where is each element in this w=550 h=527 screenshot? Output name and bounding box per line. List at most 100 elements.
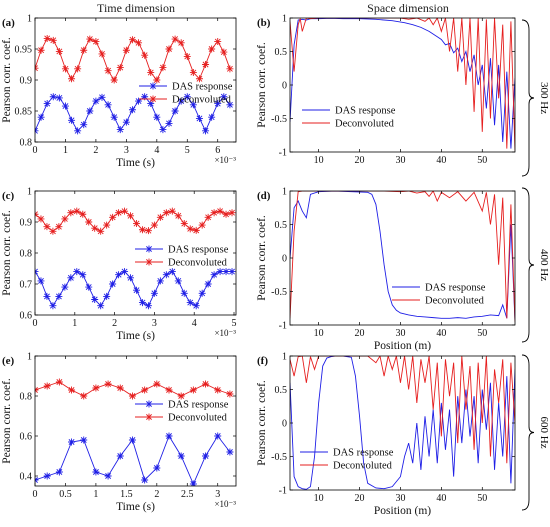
chart-e-series-1-point <box>165 386 173 394</box>
chart-e-series-0-point <box>165 432 173 440</box>
chart-e-series-1-point <box>92 384 100 392</box>
chart-e-legend-marker-0 <box>145 400 153 408</box>
chart-a-ytick-label: 0.9 <box>20 76 33 87</box>
chart-e-series-0-point <box>68 438 76 446</box>
chart-c-series-1-point <box>61 215 69 223</box>
chart-f-ytick-label: -0.5 <box>271 452 287 463</box>
chart-d-legend-label-0: DAS response <box>425 283 486 294</box>
chart-a-series-0-point <box>110 113 118 121</box>
chart-a-series-1-point <box>141 51 149 59</box>
chart-d-ytick-label: -0.5 <box>271 287 287 298</box>
chart-c-series-1-point <box>97 227 105 235</box>
chart-d-plot-area <box>290 191 515 322</box>
chart-e-series-0-point <box>141 476 149 484</box>
frequency-bracket-1 <box>521 187 535 343</box>
chart-e-series-1-point <box>104 380 112 388</box>
chart-c-series-0-point <box>222 268 230 276</box>
chart-a-legend-marker-1 <box>149 95 157 103</box>
chart-c-series-0-line <box>35 271 233 307</box>
chart-e-series-1-point <box>116 384 124 392</box>
chart-a-series-0-point <box>43 100 51 108</box>
frequency-label-0: 300 Hz <box>538 82 550 114</box>
chart-c-series-0-point <box>91 296 99 303</box>
chart-e-series-1-point <box>189 386 197 394</box>
chart-a-xlabel: Time (s) <box>116 157 155 169</box>
chart-a-series-1-point <box>135 39 143 47</box>
chart-f-legend-label-1: Deconvoluted <box>333 461 393 472</box>
chart-c-series-1-point <box>156 213 164 221</box>
chart-c-series-0-point <box>210 271 218 279</box>
chart-c-series-1-point <box>144 227 152 235</box>
chart-b-xtick-label: 30 <box>395 155 405 166</box>
chart-c-series-1-point <box>204 213 212 221</box>
chart-d-ytick-label: 1 <box>282 187 287 198</box>
chart-d-xtick-label: 30 <box>395 328 405 339</box>
chart-a-xtick-label: 0 <box>33 145 38 156</box>
chart-a-series-1-point <box>74 65 82 73</box>
chart-c-series-1-line <box>35 210 233 232</box>
chart-c-series-0-point <box>43 292 51 300</box>
chart-f-ytick-label: -1 <box>279 486 287 497</box>
chart-e-series-0-point <box>189 480 197 486</box>
chart-c-series-0-point <box>49 302 57 310</box>
chart-c-series-1-point <box>138 226 146 234</box>
chart-c-series-0-point <box>198 289 206 297</box>
chart-c-series-0-point <box>132 286 140 294</box>
chart-a-series-0-point <box>98 93 106 101</box>
chart-a-series-1-point <box>98 50 106 58</box>
chart-c-series-1-point <box>222 210 230 218</box>
chart-e-series-1-point <box>141 386 149 394</box>
chart-c-ytick-label: 0.7 <box>20 280 33 291</box>
chart-a-series-0-point <box>202 127 210 135</box>
chart-c-series-0-point <box>85 283 93 291</box>
chart-a-series-1-point <box>171 35 179 43</box>
chart-c-series-0-point <box>156 277 164 285</box>
chart-a-legend-label-0: DAS response <box>172 82 233 93</box>
chart-d-legend: DAS response Deconvoluted <box>392 283 486 307</box>
chart-e-x-exponent: ×10⁻³ <box>214 499 236 509</box>
panel-b: 10 20 30 40 50 -1 -0.5 0 0.5 1 Pearson corr. coef.… <box>256 14 516 166</box>
chart-a-plot-area <box>35 34 234 135</box>
chart-d-xtick-label: 40 <box>436 328 446 339</box>
chart-a-series-1-point <box>226 65 234 73</box>
chart-b-series-1-line <box>290 18 515 151</box>
chart-f-xtick-label: 40 <box>436 493 446 504</box>
chart-a-series-1-point <box>208 45 216 53</box>
panel-a: 0 1 2 3 4 5 6 0.8 0.85 0.9 0.95 1 ×10⁻³ Time (s) Pears… <box>1 14 237 169</box>
chart-c-series-1-point <box>115 209 123 217</box>
chart-b-xtick-label: 50 <box>477 155 487 166</box>
chart-a-series-0-point <box>171 107 179 115</box>
chart-a-series-1-point <box>86 35 94 43</box>
chart-c-series-1-point <box>198 221 206 229</box>
chart-e-plot-area <box>35 378 234 486</box>
chart-c-series-1-point <box>216 207 224 215</box>
chart-a-xtick-label: 6 <box>215 145 220 156</box>
chart-a-ylabel: Pearson corr. coef. <box>1 37 13 123</box>
chart-a-series-1-point <box>55 47 63 55</box>
chart-c-series-1-point <box>132 220 140 228</box>
chart-e-ytick-label: 1 <box>27 352 32 363</box>
chart-b-xtick-label: 10 <box>314 155 324 166</box>
chart-b-frame <box>289 17 516 153</box>
chart-f-xtick-label: 10 <box>314 493 324 504</box>
chart-d-series-0-line <box>290 191 515 322</box>
chart-e-series-0-point <box>177 452 185 460</box>
chart-c-ylabel: Pearson corr. coef. <box>1 210 13 296</box>
chart-c-series-0-point <box>97 302 105 310</box>
chart-a-series-1-point <box>195 75 203 83</box>
chart-e-series-0-point <box>214 432 222 440</box>
chart-c-series-0-point <box>180 289 188 297</box>
chart-d-xtick-label: 50 <box>477 328 487 339</box>
chart-c-series-1-point <box>91 224 99 232</box>
chart-e-series-1-point <box>153 380 161 388</box>
chart-a-series-1-point <box>177 39 185 47</box>
chart-a-series-0-point <box>104 101 112 109</box>
chart-a-series-1-point <box>128 36 136 44</box>
chart-c-x-exponent: ×10⁻³ <box>214 328 236 338</box>
chart-b-plot-area <box>290 18 515 151</box>
chart-b-ytick-label: -0.5 <box>271 114 287 125</box>
chart-a-series-0-point <box>165 119 173 127</box>
panel-e: 0 0.5 1 1.5 2 2.5 3 0.4 0.6 0.8 1 ×10⁻³ Time (s) Pear… <box>1 352 237 513</box>
chart-a-series-0-point <box>183 93 191 101</box>
chart-a-series-0-point <box>208 113 216 121</box>
